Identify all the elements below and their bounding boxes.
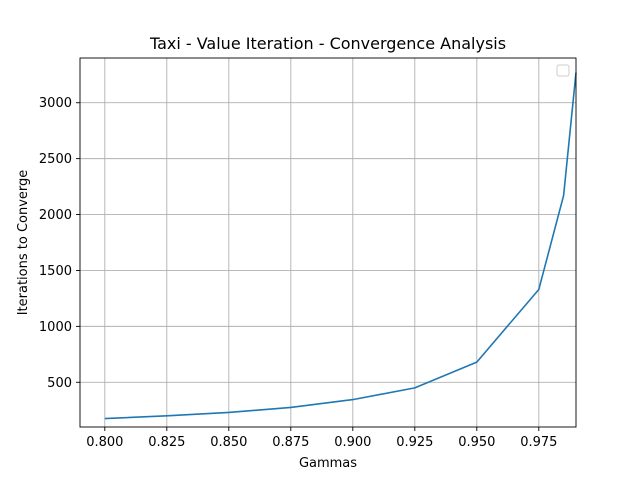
x-tick-label: 0.900 [334,435,371,450]
grid-layer [80,58,576,427]
legend-box [556,64,570,77]
chart-title: Taxi - Value Iteration - Convergence Ana… [149,34,506,53]
series-line [104,72,577,420]
x-tick-label: 0.925 [396,435,433,450]
y-tick-label: 1500 [39,264,72,279]
y-tick-label: 2000 [39,208,72,223]
x-axis-label: Gammas [299,456,357,471]
tick-layer: 0.800 0.825 0.850 0.875 0.900 0.925 0.950 0.975… [39,96,558,450]
x-tick-label: 0.850 [210,435,247,450]
x-tick-label: 0.875 [272,435,309,450]
line-layer [104,72,577,420]
x-tick-label: 0.950 [458,435,495,450]
x-tick-label: 0.825 [148,435,185,450]
y-tick-label: 1000 [39,320,72,335]
plot-frame [79,57,577,428]
y-tick-label: 2500 [39,152,72,167]
y-tick-label: 500 [47,376,72,391]
y-tick-label: 3000 [39,96,72,111]
x-tick-label: 0.800 [86,435,123,450]
y-axis-label: Iterations to Converge [16,170,31,316]
x-tick-label: 0.975 [520,435,557,450]
